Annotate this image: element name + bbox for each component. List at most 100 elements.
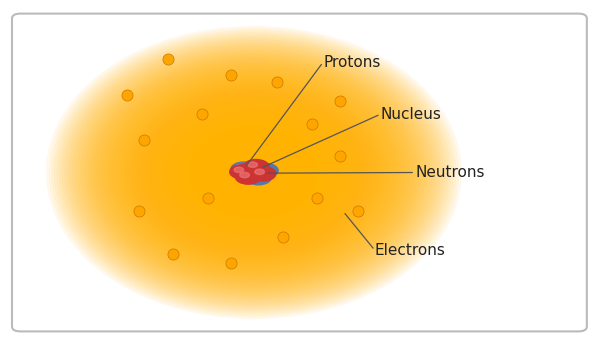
Ellipse shape (158, 105, 350, 240)
Ellipse shape (109, 70, 399, 275)
Ellipse shape (220, 149, 287, 196)
Ellipse shape (215, 145, 293, 200)
Ellipse shape (210, 141, 298, 204)
Ellipse shape (212, 143, 295, 202)
Ellipse shape (112, 72, 397, 273)
Ellipse shape (238, 161, 269, 184)
Ellipse shape (134, 89, 373, 256)
Ellipse shape (96, 61, 412, 284)
Circle shape (250, 173, 260, 178)
Ellipse shape (205, 138, 303, 207)
Ellipse shape (67, 41, 440, 304)
Ellipse shape (57, 34, 451, 311)
Circle shape (234, 167, 244, 172)
Circle shape (235, 165, 245, 170)
Ellipse shape (130, 85, 379, 260)
Ellipse shape (189, 127, 319, 218)
Circle shape (255, 169, 265, 175)
Ellipse shape (106, 69, 401, 276)
Ellipse shape (77, 48, 430, 297)
Ellipse shape (52, 30, 456, 315)
Ellipse shape (140, 92, 368, 253)
Ellipse shape (192, 129, 316, 216)
Ellipse shape (153, 101, 355, 244)
Ellipse shape (62, 38, 446, 307)
Ellipse shape (142, 94, 365, 251)
Circle shape (248, 162, 257, 167)
Ellipse shape (73, 45, 436, 300)
Ellipse shape (249, 169, 259, 176)
Ellipse shape (75, 47, 433, 298)
Ellipse shape (181, 121, 326, 224)
Ellipse shape (122, 79, 386, 266)
Ellipse shape (70, 43, 438, 302)
Ellipse shape (104, 67, 404, 278)
Ellipse shape (47, 27, 461, 318)
Circle shape (235, 170, 261, 184)
Ellipse shape (244, 165, 264, 180)
Ellipse shape (101, 65, 407, 280)
Ellipse shape (93, 59, 415, 286)
Ellipse shape (199, 134, 308, 211)
Circle shape (257, 166, 267, 171)
Ellipse shape (176, 118, 332, 227)
Circle shape (250, 167, 276, 181)
Ellipse shape (163, 109, 344, 236)
Ellipse shape (83, 52, 425, 293)
Ellipse shape (150, 100, 358, 246)
Ellipse shape (137, 90, 371, 255)
Ellipse shape (59, 36, 448, 309)
Ellipse shape (161, 107, 347, 238)
Ellipse shape (119, 78, 389, 267)
Ellipse shape (91, 58, 417, 287)
Ellipse shape (179, 120, 329, 225)
Ellipse shape (230, 156, 277, 189)
Ellipse shape (207, 140, 301, 205)
Ellipse shape (251, 171, 257, 174)
Ellipse shape (169, 112, 340, 233)
Ellipse shape (127, 83, 381, 262)
Circle shape (246, 170, 271, 185)
Circle shape (238, 167, 264, 181)
Ellipse shape (80, 50, 428, 295)
Circle shape (240, 172, 250, 178)
Ellipse shape (116, 76, 391, 269)
Ellipse shape (55, 32, 454, 313)
Ellipse shape (88, 56, 420, 289)
Ellipse shape (218, 147, 290, 198)
Circle shape (242, 169, 253, 175)
Text: Neutrons: Neutrons (415, 165, 485, 180)
Circle shape (230, 165, 255, 179)
Ellipse shape (236, 160, 272, 185)
Ellipse shape (184, 123, 324, 222)
Ellipse shape (171, 114, 337, 231)
Ellipse shape (194, 130, 314, 215)
Ellipse shape (226, 152, 283, 193)
Ellipse shape (49, 28, 458, 317)
Ellipse shape (98, 63, 409, 282)
Ellipse shape (173, 116, 334, 229)
Ellipse shape (223, 151, 285, 194)
Text: Electrons: Electrons (375, 243, 446, 258)
Ellipse shape (114, 74, 394, 271)
Ellipse shape (155, 103, 352, 242)
Ellipse shape (228, 154, 280, 191)
Ellipse shape (124, 81, 383, 264)
Ellipse shape (202, 136, 306, 209)
Text: Protons: Protons (323, 55, 380, 70)
Ellipse shape (145, 96, 363, 249)
Ellipse shape (85, 54, 422, 291)
Circle shape (253, 164, 278, 178)
Text: Nucleus: Nucleus (380, 107, 442, 122)
Ellipse shape (233, 158, 275, 187)
Ellipse shape (132, 87, 376, 258)
Circle shape (244, 159, 269, 174)
Ellipse shape (246, 167, 262, 178)
Ellipse shape (241, 164, 267, 181)
Ellipse shape (166, 110, 342, 235)
Circle shape (231, 162, 256, 176)
Ellipse shape (197, 132, 311, 213)
Ellipse shape (187, 125, 322, 220)
Ellipse shape (65, 39, 443, 306)
Ellipse shape (148, 98, 360, 247)
